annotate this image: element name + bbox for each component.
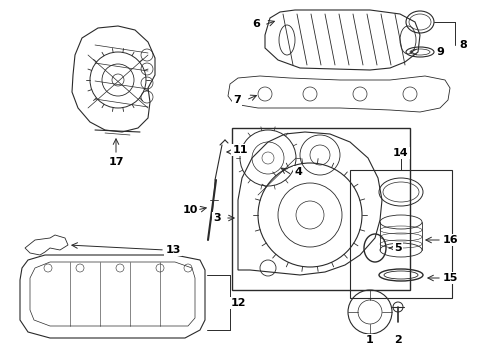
Text: 17: 17 [108,157,123,167]
Text: 11: 11 [232,145,247,155]
Text: 5: 5 [393,243,401,253]
Text: 15: 15 [442,273,457,283]
Bar [231,128,409,290]
Text: 14: 14 [392,148,408,158]
Text: 8: 8 [458,40,466,50]
Text: 4: 4 [293,167,301,177]
Text: 9: 9 [435,47,443,57]
Text: 6: 6 [251,19,260,29]
Text: 13: 13 [165,245,181,255]
Text: 7: 7 [233,95,241,105]
Text: 12: 12 [230,298,245,308]
Text: 1: 1 [366,335,373,345]
Text: 16: 16 [441,235,457,245]
Bar [349,170,451,298]
Text: 2: 2 [393,335,401,345]
Text: 10: 10 [182,205,197,215]
Text: 3: 3 [213,213,221,223]
